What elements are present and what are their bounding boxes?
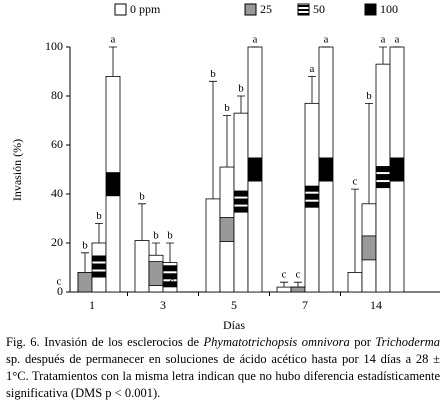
bar-pattern <box>290 286 306 293</box>
significance-label: b <box>366 90 372 102</box>
error-bar <box>223 115 231 168</box>
error-bar <box>294 281 302 288</box>
significance-label: a <box>253 34 258 46</box>
legend-label: 0 ppm <box>130 2 161 16</box>
y-tick-label: 60 <box>51 137 63 151</box>
caption-italic: Trichoderma <box>375 335 440 349</box>
chart: Invasión (%) Días 0 20 40 60 80 100 0 ppm 25 50 1… <box>10 2 440 332</box>
bar <box>205 198 221 293</box>
y-tick-label: 100 <box>45 39 63 53</box>
bar-pattern <box>390 157 404 182</box>
y-tick-label: 0 <box>57 284 63 298</box>
bar <box>347 271 363 293</box>
error-bar <box>166 242 174 263</box>
caption-italic: Phymatotrichopsis omnivora <box>203 335 350 349</box>
x-tick-label: 1 <box>89 298 95 312</box>
error-bar <box>237 95 245 114</box>
bar-pattern <box>219 217 235 242</box>
y-tick-label: 20 <box>51 235 63 249</box>
bar-pattern <box>376 182 390 189</box>
error-bar <box>95 223 103 243</box>
error-bar <box>209 80 217 199</box>
bar <box>276 286 292 293</box>
error-bar <box>365 102 373 204</box>
significance-label: b <box>96 210 102 222</box>
legend-swatch <box>298 13 309 15</box>
bar-pattern <box>376 166 390 173</box>
bar <box>134 240 150 293</box>
legend-label: 50 <box>313 2 325 16</box>
bar-pattern <box>92 271 106 278</box>
bar-pattern <box>305 185 319 192</box>
error-bar <box>81 252 89 273</box>
legend-swatch <box>298 5 309 7</box>
x-axis-title: Días <box>223 318 245 332</box>
significance-label: c <box>282 269 287 281</box>
bar-pattern <box>77 271 93 293</box>
significance-label: b <box>139 190 145 202</box>
x-tick-label: 5 <box>231 298 237 312</box>
significance-label: a <box>324 34 329 46</box>
legend-swatch <box>298 9 309 11</box>
x-tick-label: 14 <box>370 298 382 312</box>
significance-label: b <box>224 102 230 114</box>
legend-swatch <box>244 3 257 16</box>
significance-label: a <box>310 63 315 75</box>
caption-text: Fig. 6. Invasión de los esclerocios de <box>6 335 204 349</box>
significance-label: b <box>238 83 244 95</box>
legend-label: 100 <box>380 2 398 16</box>
legend-label: 25 <box>260 2 272 16</box>
bar-pattern <box>234 206 248 213</box>
x-tick-label: 7 <box>302 298 308 312</box>
significance-label: a <box>395 34 400 46</box>
bar-pattern <box>248 157 262 182</box>
error-bar <box>152 242 160 256</box>
significance-label: b <box>167 230 173 242</box>
significance-label: c <box>353 176 358 188</box>
bar-pattern <box>305 193 319 200</box>
significance-label: c <box>57 276 62 288</box>
error-bar <box>351 188 359 273</box>
y-tick-label: 80 <box>51 88 63 102</box>
x-tick-label: 3 <box>160 298 166 312</box>
bar-pattern <box>361 235 377 261</box>
error-bar <box>138 203 146 241</box>
bar-pattern <box>319 157 333 182</box>
bar-pattern <box>148 261 164 287</box>
bar-pattern <box>92 263 106 270</box>
caption-text: sp. después de permanecer en soluciones … <box>6 352 440 400</box>
significance-label: c <box>296 269 301 281</box>
significance-label: b <box>153 230 159 242</box>
bar-pattern <box>234 198 248 205</box>
error-bar <box>308 76 316 104</box>
significance-label: b <box>210 68 216 80</box>
significance-label: c <box>170 276 175 288</box>
y-tick-label: 40 <box>51 186 63 200</box>
significance-label: b <box>82 239 88 251</box>
bar-pattern <box>163 265 177 272</box>
y-axis-title: Invasión (%) <box>10 139 24 201</box>
error-bar <box>280 281 288 288</box>
bar-pattern <box>92 255 106 262</box>
caption: Fig. 6. Invasión de los esclerocios de P… <box>6 334 440 402</box>
bar-pattern <box>106 172 120 197</box>
caption-text: por <box>349 335 376 349</box>
bar-pattern <box>163 281 177 288</box>
bar-pattern <box>234 190 248 197</box>
legend-swatch <box>365 4 376 15</box>
error-bar <box>379 46 387 65</box>
significance-label: a <box>381 34 386 46</box>
legend-swatch <box>114 3 127 16</box>
error-bar <box>109 46 117 77</box>
bar-pattern <box>163 273 177 280</box>
bar-pattern <box>305 201 319 208</box>
significance-label: a <box>111 34 116 46</box>
bar-pattern <box>376 174 390 181</box>
